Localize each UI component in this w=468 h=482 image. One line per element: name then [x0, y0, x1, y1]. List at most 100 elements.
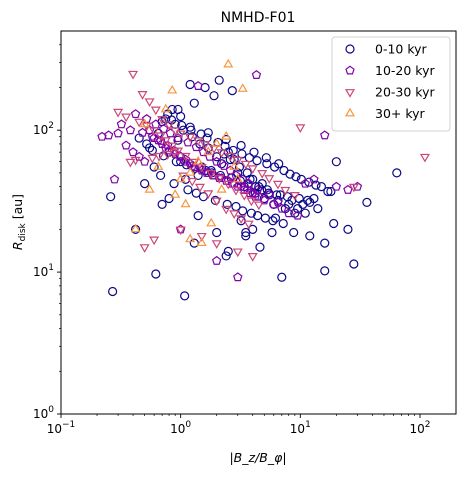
data-point — [236, 140, 246, 151]
data-point — [227, 86, 237, 96]
data-point — [157, 199, 167, 209]
data-point — [262, 159, 272, 169]
data-point — [267, 227, 277, 238]
data-point — [109, 174, 120, 184]
data-point — [149, 236, 160, 246]
data-point — [187, 177, 198, 187]
data-point — [217, 159, 227, 169]
data-point — [144, 184, 155, 193]
data-point — [223, 180, 234, 190]
data-point — [230, 186, 242, 196]
data-point — [189, 238, 199, 248]
data-point — [173, 135, 183, 145]
data-point — [232, 173, 243, 183]
data-point — [292, 210, 303, 220]
data-point — [277, 272, 287, 282]
y-tick-label: 101 — [33, 263, 54, 279]
data-point — [125, 125, 136, 135]
data-point — [193, 155, 204, 165]
data-point — [203, 146, 214, 156]
data-point — [252, 184, 263, 194]
data-point — [251, 70, 262, 79]
data-point — [194, 183, 205, 193]
data-point — [247, 165, 258, 174]
data-point — [153, 161, 164, 170]
legend-marker — [344, 89, 356, 98]
series-2 — [113, 70, 430, 262]
data-point — [196, 164, 207, 173]
data-point — [130, 109, 141, 119]
y-axis-label: Rdisk [au] — [10, 194, 28, 250]
data-point — [106, 192, 116, 202]
legend-marker — [344, 107, 356, 117]
data-point — [343, 224, 353, 234]
data-point — [248, 224, 258, 234]
data-point — [147, 145, 157, 156]
data-point — [157, 116, 168, 125]
data-point — [278, 218, 288, 229]
data-point — [273, 197, 283, 207]
data-point — [326, 186, 336, 197]
data-point — [284, 208, 294, 218]
data-point — [164, 193, 174, 204]
y-tick-label: 100 — [33, 405, 54, 421]
data-point — [177, 120, 187, 131]
data-point — [113, 108, 124, 118]
legend-box — [331, 36, 451, 132]
data-point — [196, 232, 207, 242]
data-point — [349, 259, 359, 269]
data-point — [252, 156, 262, 166]
data-point — [125, 158, 136, 168]
data-point — [331, 157, 341, 167]
data-point — [219, 160, 229, 170]
data-point — [309, 193, 319, 204]
data-point — [203, 190, 214, 199]
data-point — [221, 251, 231, 261]
data-point — [149, 127, 160, 136]
data-point — [206, 170, 217, 179]
data-point — [289, 191, 300, 201]
data-point — [155, 135, 166, 145]
data-point — [343, 184, 353, 194]
data-point — [272, 180, 283, 190]
data-point — [139, 244, 150, 253]
data-point — [282, 192, 293, 202]
data-point — [202, 133, 212, 143]
legend-label: 20-30 kyr — [375, 85, 435, 100]
data-point — [280, 186, 291, 196]
data-point — [154, 152, 165, 162]
data-point — [185, 233, 196, 243]
data-point — [239, 184, 249, 194]
data-point — [320, 130, 330, 140]
data-point — [254, 191, 264, 201]
data-point — [137, 91, 148, 100]
data-point — [173, 104, 183, 115]
data-point — [295, 124, 306, 133]
data-point — [243, 220, 254, 230]
data-point — [168, 149, 180, 158]
data-point — [216, 149, 227, 158]
data-point — [189, 98, 199, 108]
data-point — [193, 137, 204, 146]
data-point — [264, 175, 275, 184]
data-point — [239, 191, 250, 201]
data-point — [179, 156, 190, 166]
data-point — [244, 153, 254, 163]
data-point — [241, 231, 251, 241]
data-point — [191, 142, 201, 152]
data-point — [225, 165, 236, 175]
data-point — [203, 128, 213, 138]
data-point — [196, 237, 207, 247]
data-point — [223, 58, 234, 68]
data-point — [211, 240, 222, 249]
data-point — [158, 124, 169, 133]
data-point — [191, 188, 201, 198]
data-point — [253, 201, 264, 211]
data-point — [193, 81, 203, 90]
data-point — [323, 186, 333, 197]
data-point — [139, 156, 150, 166]
data-point — [214, 175, 225, 184]
data-point — [362, 197, 372, 207]
data-point — [128, 147, 138, 157]
